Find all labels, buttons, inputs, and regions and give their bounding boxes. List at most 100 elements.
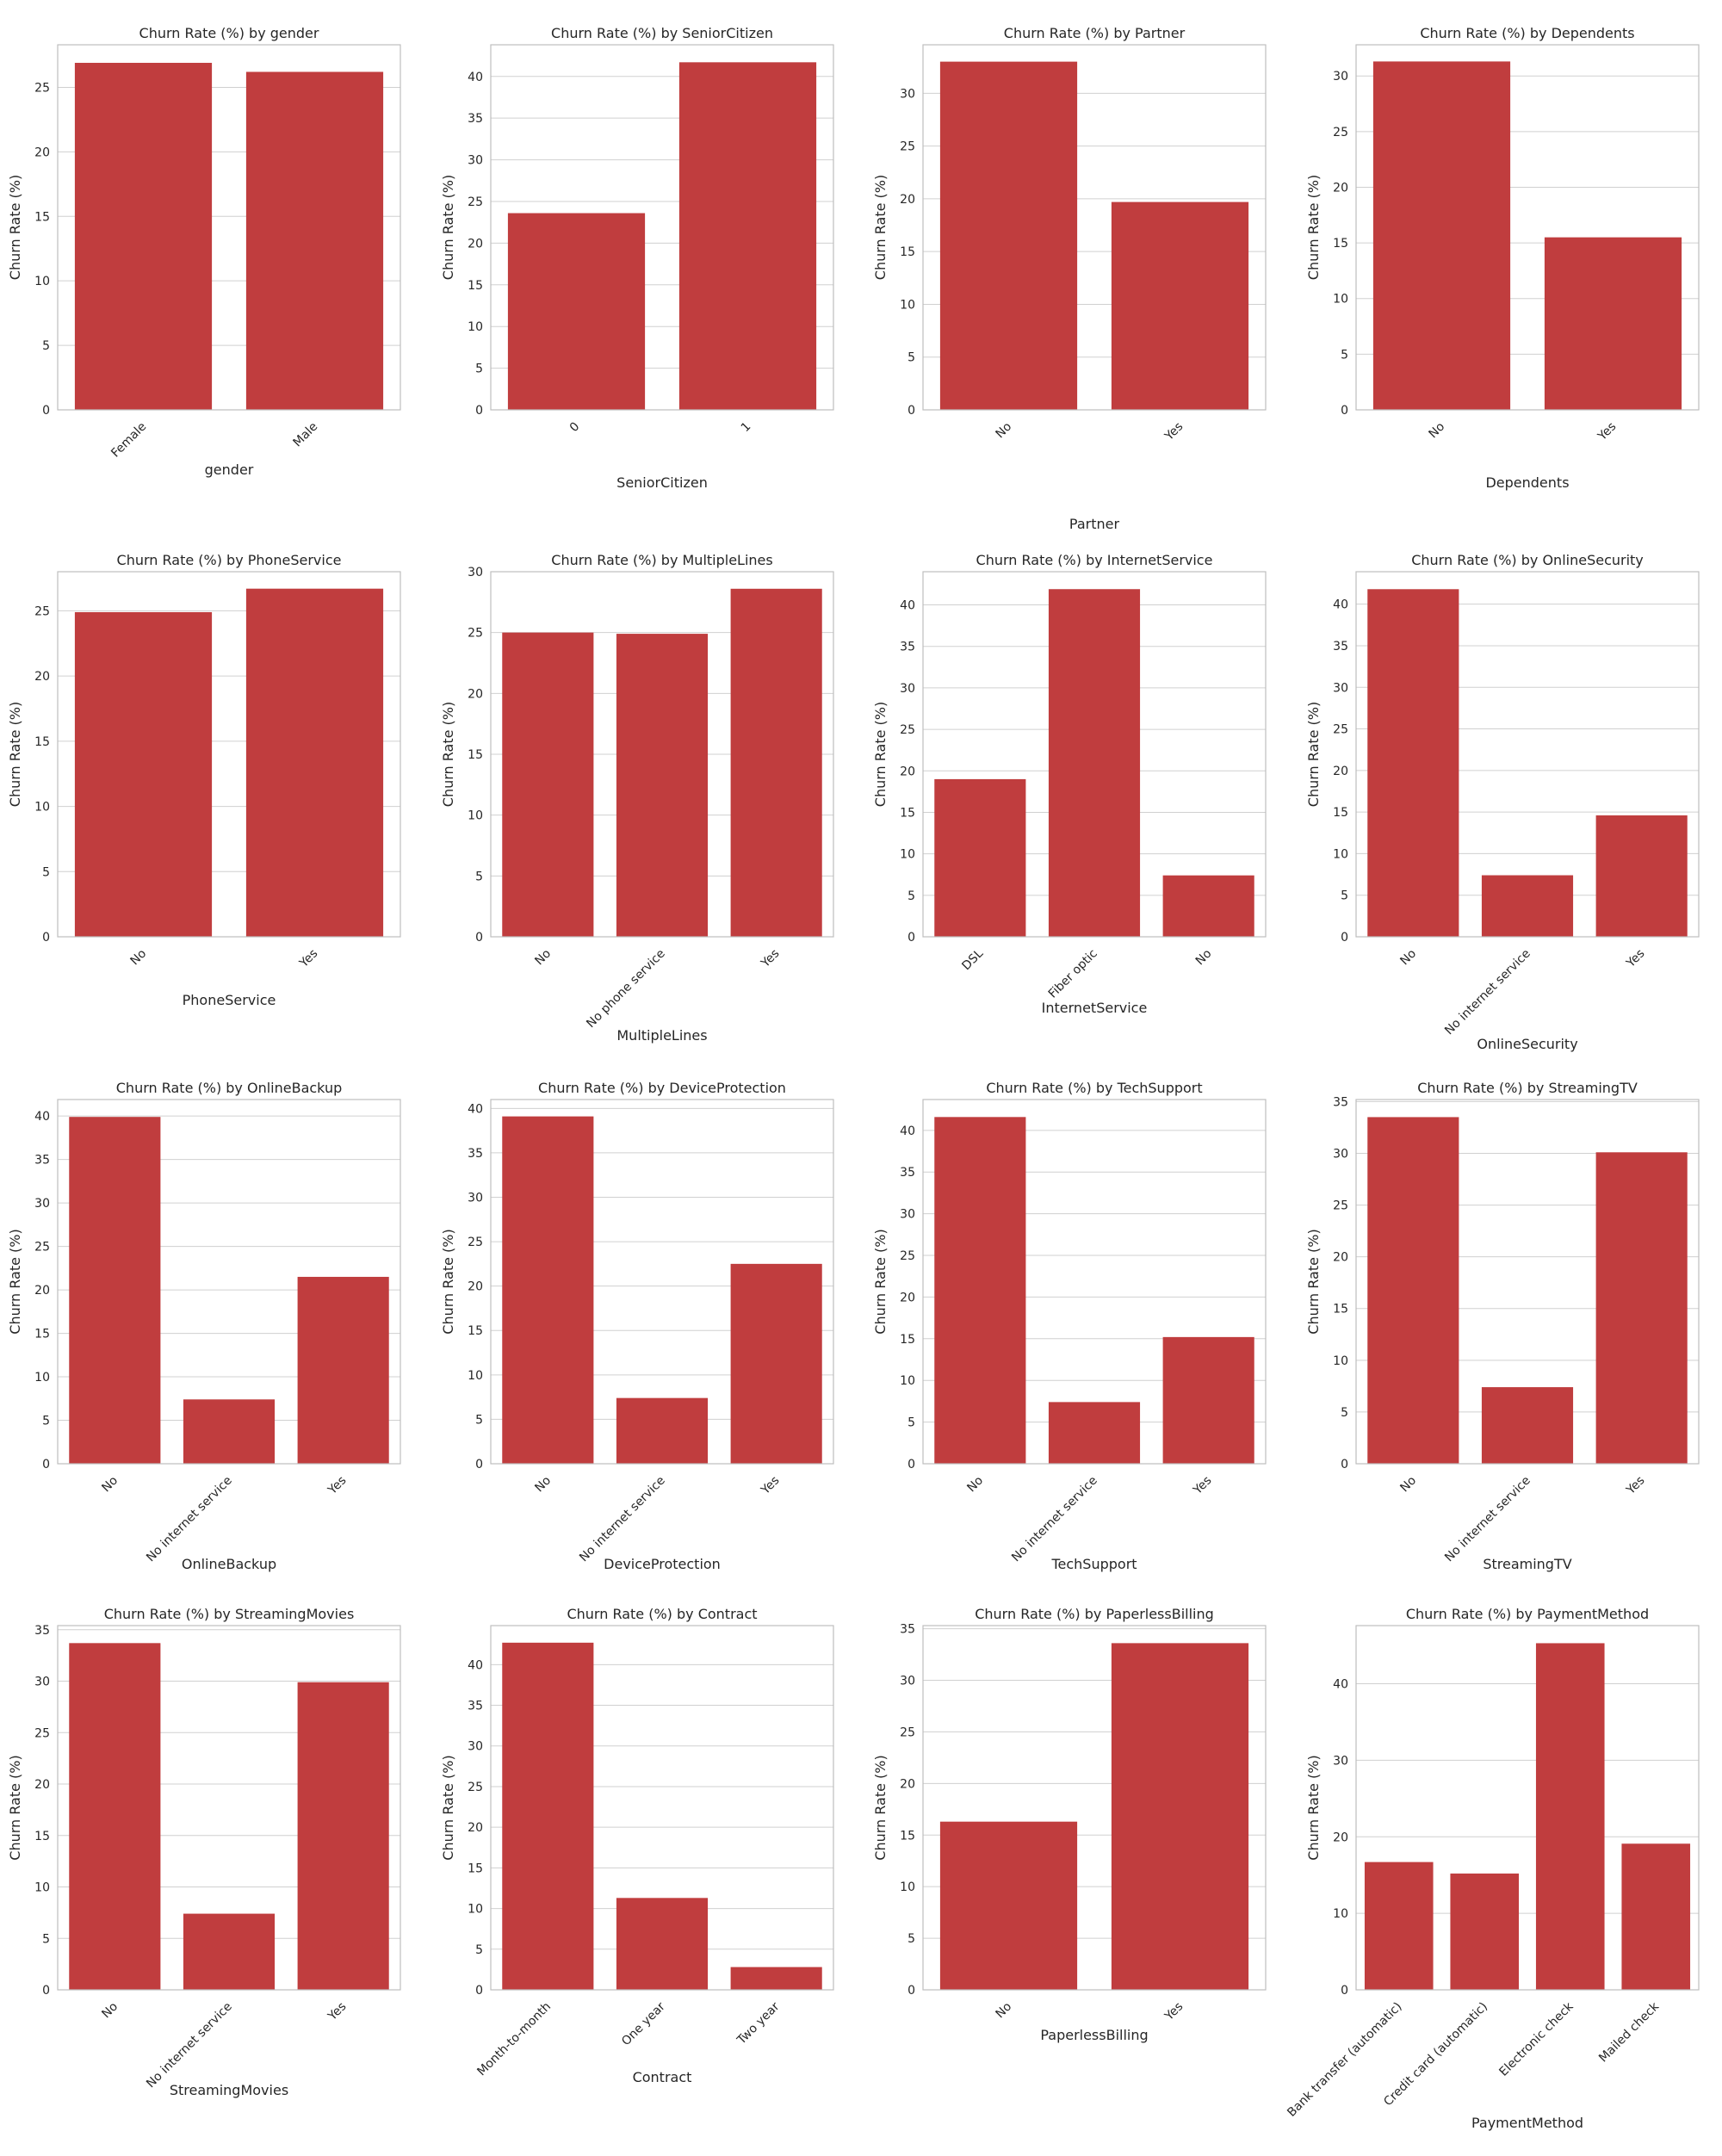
- y-tick-label: 10: [900, 848, 915, 862]
- y-tick-label: 15: [900, 245, 915, 259]
- y-tick-label: 15: [900, 806, 915, 820]
- y-tick-label: 20: [468, 687, 483, 701]
- x-axis-label: MultipleLines: [616, 1027, 707, 1044]
- x-tick-label: Yes: [325, 2000, 349, 2024]
- bar: [1481, 1387, 1574, 1464]
- y-tick-label: 0: [1341, 1458, 1348, 1471]
- y-tick-label: 0: [475, 404, 483, 418]
- bar: [1111, 1643, 1249, 1990]
- chart-title: Churn Rate (%) by PaymentMethod: [1406, 1606, 1649, 1622]
- bar: [939, 1821, 1078, 1990]
- y-tick-label: 15: [34, 1830, 50, 1843]
- y-tick-label: 10: [1333, 293, 1348, 307]
- y-tick-label: 10: [900, 1880, 915, 1894]
- bar: [934, 1117, 1026, 1464]
- chart-title: Churn Rate (%) by PaperlessBilling: [975, 1606, 1214, 1622]
- bar: [616, 1898, 709, 1990]
- x-axis-label: Dependents: [1485, 474, 1569, 491]
- y-tick-label: 25: [468, 627, 483, 641]
- axes-frame: [922, 44, 1267, 411]
- y-tick-label: 0: [907, 1458, 915, 1471]
- y-tick-label: 40: [468, 71, 483, 84]
- y-tick-label: 35: [1333, 640, 1348, 654]
- x-axis-label: PaperlessBilling: [1040, 2027, 1148, 2043]
- y-tick-label: 15: [34, 1328, 50, 1341]
- y-tick-label: 5: [1341, 348, 1348, 362]
- axes-frame: [922, 1625, 1267, 1991]
- y-tick-label: 5: [42, 865, 50, 879]
- axes-frame: [1355, 571, 1700, 938]
- y-tick-label: 0: [907, 1984, 915, 1998]
- bar: [74, 62, 213, 410]
- x-tick-label: No: [994, 420, 1015, 442]
- y-tick-label: 5: [1341, 1406, 1348, 1420]
- bar: [1450, 1873, 1520, 1990]
- bar: [1595, 1152, 1688, 1464]
- y-tick-label: 30: [1333, 681, 1348, 695]
- chart-panel: 0 5 10 15 20 25 Female Male Churn Rate (%) by ge…: [7, 25, 401, 478]
- y-tick-label: 35: [1333, 1095, 1348, 1109]
- y-tick-label: 10: [468, 809, 483, 823]
- y-tick-label: 20: [1333, 765, 1348, 778]
- bar: [616, 1397, 709, 1464]
- y-axis-label: Churn Rate (%): [7, 1755, 23, 1860]
- x-axis-label: StreamingTV: [1483, 1556, 1571, 1572]
- chart-panel: 0 5 10 15 20 25 30 35 40 No No internet service Yes…: [1305, 552, 1700, 1052]
- y-tick-label: 5: [475, 362, 483, 376]
- y-tick-label: 20: [1333, 1831, 1348, 1844]
- chart-title: Churn Rate (%) by OnlineSecurity: [1411, 552, 1644, 568]
- y-tick-label: 20: [900, 1291, 915, 1304]
- y-tick-label: 35: [468, 1147, 483, 1161]
- x-axis-label: DeviceProtection: [604, 1556, 721, 1572]
- y-tick-label: 10: [34, 1881, 50, 1895]
- y-tick-label: 15: [1333, 1303, 1348, 1317]
- x-tick-label: No: [994, 2000, 1015, 2022]
- bar: [939, 61, 1078, 410]
- bar: [507, 213, 646, 410]
- chart-title: Churn Rate (%) by TechSupport: [986, 1080, 1202, 1096]
- bar: [69, 1117, 161, 1464]
- y-tick-label: 10: [468, 1903, 483, 1917]
- x-tick-label: Yes: [758, 947, 782, 971]
- y-tick-label: 5: [475, 1943, 483, 1957]
- y-tick-label: 25: [900, 1249, 915, 1263]
- chart-panel: 0 5 10 15 20 25 30 35 No No internet service Yes Ch…: [1305, 1080, 1700, 1572]
- y-tick-label: 10: [34, 801, 50, 815]
- x-tick-label: Female: [108, 420, 149, 461]
- bar: [616, 634, 709, 937]
- y-tick-label: 0: [1341, 931, 1348, 945]
- y-tick-label: 35: [900, 1166, 915, 1180]
- axes-frame: [490, 44, 834, 411]
- y-tick-label: 10: [34, 275, 50, 288]
- y-tick-label: 0: [1341, 404, 1348, 418]
- y-tick-label: 25: [468, 195, 483, 209]
- y-tick-label: 15: [468, 1324, 483, 1338]
- y-axis-label: Churn Rate (%): [872, 175, 889, 280]
- y-tick-label: 0: [42, 1458, 50, 1471]
- y-tick-label: 30: [1333, 70, 1348, 84]
- axes-frame: [57, 44, 401, 411]
- x-tick-label: No internet service: [1442, 947, 1533, 1038]
- y-tick-label: 30: [34, 1676, 50, 1689]
- y-tick-label: 0: [42, 404, 50, 418]
- y-tick-label: 30: [1333, 1147, 1348, 1161]
- y-tick-label: 0: [475, 931, 483, 945]
- y-tick-label: 40: [34, 1110, 50, 1124]
- x-tick-label: Yes: [1595, 420, 1619, 444]
- bar: [730, 588, 822, 937]
- x-tick-label: No: [1397, 1474, 1419, 1496]
- y-axis-label: Churn Rate (%): [7, 1229, 23, 1334]
- y-tick-label: 40: [900, 599, 915, 613]
- bar: [1162, 1336, 1254, 1464]
- y-tick-label: 25: [900, 140, 915, 154]
- x-tick-label: Yes: [1161, 420, 1186, 444]
- y-tick-label: 10: [468, 320, 483, 334]
- x-tick-label: Yes: [1190, 1474, 1214, 1498]
- x-tick-label: 1: [739, 420, 754, 436]
- y-tick-label: 40: [900, 1124, 915, 1138]
- y-tick-label: 5: [42, 1415, 50, 1428]
- y-tick-label: 35: [34, 1154, 50, 1168]
